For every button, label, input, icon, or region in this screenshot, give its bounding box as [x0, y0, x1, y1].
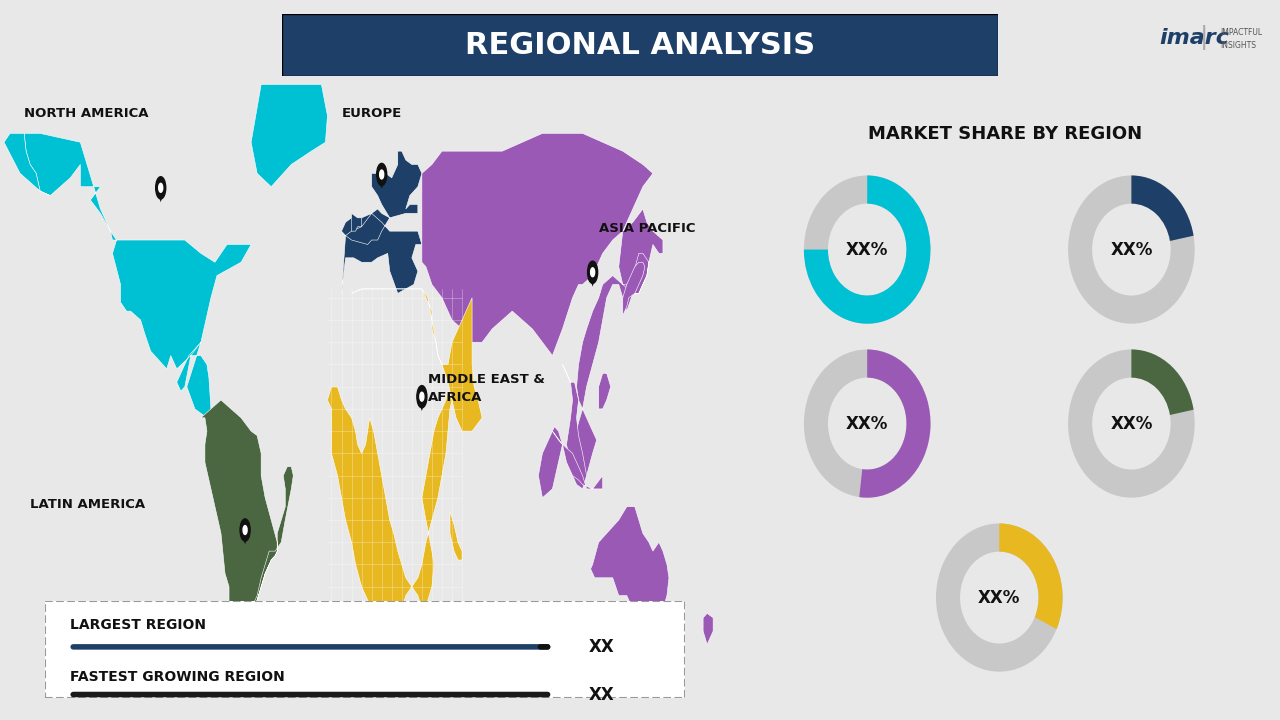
FancyBboxPatch shape [45, 601, 685, 698]
Polygon shape [352, 213, 361, 231]
Polygon shape [241, 530, 250, 544]
Wedge shape [1068, 349, 1194, 498]
Polygon shape [156, 188, 165, 202]
Text: LARGEST REGION: LARGEST REGION [70, 618, 206, 631]
Wedge shape [804, 176, 931, 324]
Text: imarc: imarc [1160, 27, 1229, 48]
Circle shape [156, 176, 165, 199]
Circle shape [588, 261, 598, 284]
Polygon shape [417, 397, 426, 411]
Text: XX%: XX% [1110, 415, 1152, 433]
Text: MARKET SHARE BY REGION: MARKET SHARE BY REGION [868, 125, 1142, 143]
Polygon shape [703, 613, 713, 644]
Circle shape [376, 163, 387, 186]
Text: MIDDLE EAST &
AFRICA: MIDDLE EAST & AFRICA [428, 374, 545, 405]
Polygon shape [599, 374, 611, 409]
Wedge shape [1068, 176, 1194, 324]
Polygon shape [24, 133, 251, 418]
Circle shape [159, 184, 163, 192]
Polygon shape [422, 133, 663, 498]
Text: LATIN AMERICA: LATIN AMERICA [31, 498, 145, 510]
Text: XX%: XX% [846, 240, 888, 258]
Circle shape [241, 519, 250, 541]
Polygon shape [588, 272, 598, 287]
Text: XX: XX [589, 685, 614, 703]
Wedge shape [1132, 349, 1193, 415]
Wedge shape [804, 349, 931, 498]
Text: EUROPE: EUROPE [342, 107, 402, 120]
Text: INSIGHTS: INSIGHTS [1221, 40, 1257, 50]
Text: |: | [1199, 25, 1208, 50]
Polygon shape [562, 364, 586, 489]
Wedge shape [859, 349, 931, 498]
Wedge shape [1132, 176, 1193, 241]
Text: ASIA PACIFIC: ASIA PACIFIC [599, 222, 695, 235]
Wedge shape [936, 523, 1062, 672]
Circle shape [243, 526, 247, 534]
Polygon shape [328, 289, 483, 631]
Circle shape [417, 386, 428, 408]
Text: XX%: XX% [1110, 240, 1152, 258]
Polygon shape [590, 507, 669, 622]
Polygon shape [342, 151, 422, 293]
Text: XX: XX [589, 638, 614, 656]
Text: IMPACTFUL: IMPACTFUL [1221, 28, 1263, 37]
FancyBboxPatch shape [282, 14, 998, 76]
Circle shape [380, 170, 384, 179]
Polygon shape [553, 431, 603, 489]
Polygon shape [201, 400, 293, 698]
Text: REGIONAL ANALYSIS: REGIONAL ANALYSIS [465, 30, 815, 60]
Text: FASTEST GROWING REGION: FASTEST GROWING REGION [70, 670, 285, 684]
Wedge shape [804, 176, 931, 324]
Polygon shape [623, 262, 645, 315]
Polygon shape [451, 511, 462, 560]
Polygon shape [4, 133, 50, 196]
Polygon shape [251, 84, 328, 186]
Text: XX%: XX% [846, 415, 888, 433]
Text: NORTH AMERICA: NORTH AMERICA [24, 107, 148, 120]
Circle shape [590, 268, 595, 276]
Wedge shape [1000, 523, 1062, 629]
Polygon shape [378, 174, 387, 189]
Text: XX%: XX% [978, 588, 1020, 606]
Circle shape [420, 392, 424, 401]
